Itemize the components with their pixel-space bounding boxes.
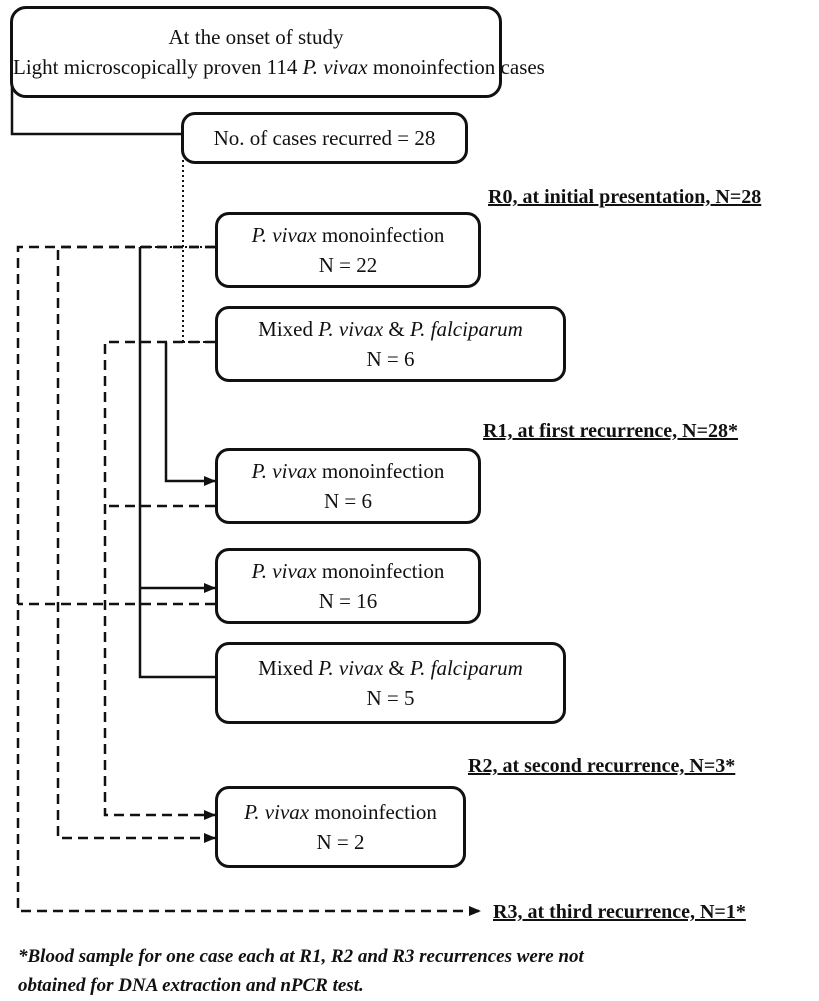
onset-line-1: At the onset of study (168, 25, 344, 49)
node-count: N = 22 (318, 253, 378, 277)
node-r1-vivax-a: P. vivax monoinfection N = 6 (215, 448, 481, 524)
recurred-label: No. of cases recurred = 28 (213, 126, 436, 150)
connector-onset-to-recurred (10, 78, 183, 136)
node-r0-vivax: P. vivax monoinfection N = 22 (215, 212, 481, 288)
species-name: P. vivax (251, 459, 317, 483)
node-r0-mixed: Mixed P. vivax & P. falciparum N = 6 (215, 306, 566, 382)
species-name: P. vivax (251, 223, 317, 247)
species-name: P. vivax (318, 656, 384, 680)
stage-header-r3: R3, at third recurrence, N=1* (493, 901, 746, 923)
stage-header-r2: R2, at second recurrence, N=3* (468, 755, 736, 777)
node-count: N = 6 (366, 347, 415, 371)
node-count: N = 16 (318, 589, 378, 613)
node-count: N = 2 (316, 830, 365, 854)
footnote-line-2: obtained for DNA extraction and nPCR tes… (18, 975, 364, 996)
footnote: *Blood sample for one case each at R1, R… (18, 942, 584, 1000)
node-count: N = 6 (323, 489, 372, 513)
recurred-box: No. of cases recurred = 28 (181, 112, 468, 164)
stage-header-r1: R1, at first recurrence, N=28* (483, 420, 739, 442)
connector-r0vivax-to-r1 (138, 247, 215, 679)
dashed-to-r2-lower (56, 245, 216, 843)
stage-header-r0: R0, at initial presentation, N=28 (488, 186, 762, 208)
node-r1-vivax-b: P. vivax monoinfection N = 16 (215, 548, 481, 624)
species-name: P. falciparum (410, 317, 523, 341)
dashed-to-r2-upper (103, 340, 216, 820)
species-name: P. vivax (251, 559, 317, 583)
species-name: P. falciparum (410, 656, 523, 680)
species-name: P. vivax (318, 317, 384, 341)
onset-box: At the onset of study Light microscopica… (10, 6, 545, 98)
node-count: N = 5 (366, 686, 415, 710)
footnote-line-1: *Blood sample for one case each at R1, R… (18, 946, 584, 967)
node-r2-vivax: P. vivax monoinfection N = 2 (215, 786, 466, 868)
onset-line-2: Light microscopically proven 114 P. viva… (13, 55, 545, 79)
species-name: P. vivax (302, 55, 368, 79)
species-name: P. vivax (244, 800, 310, 824)
node-r1-mixed: Mixed P. vivax & P. falciparum N = 5 (215, 642, 566, 724)
arrow-r0mixed-to-r1-vivax-a (164, 342, 216, 486)
